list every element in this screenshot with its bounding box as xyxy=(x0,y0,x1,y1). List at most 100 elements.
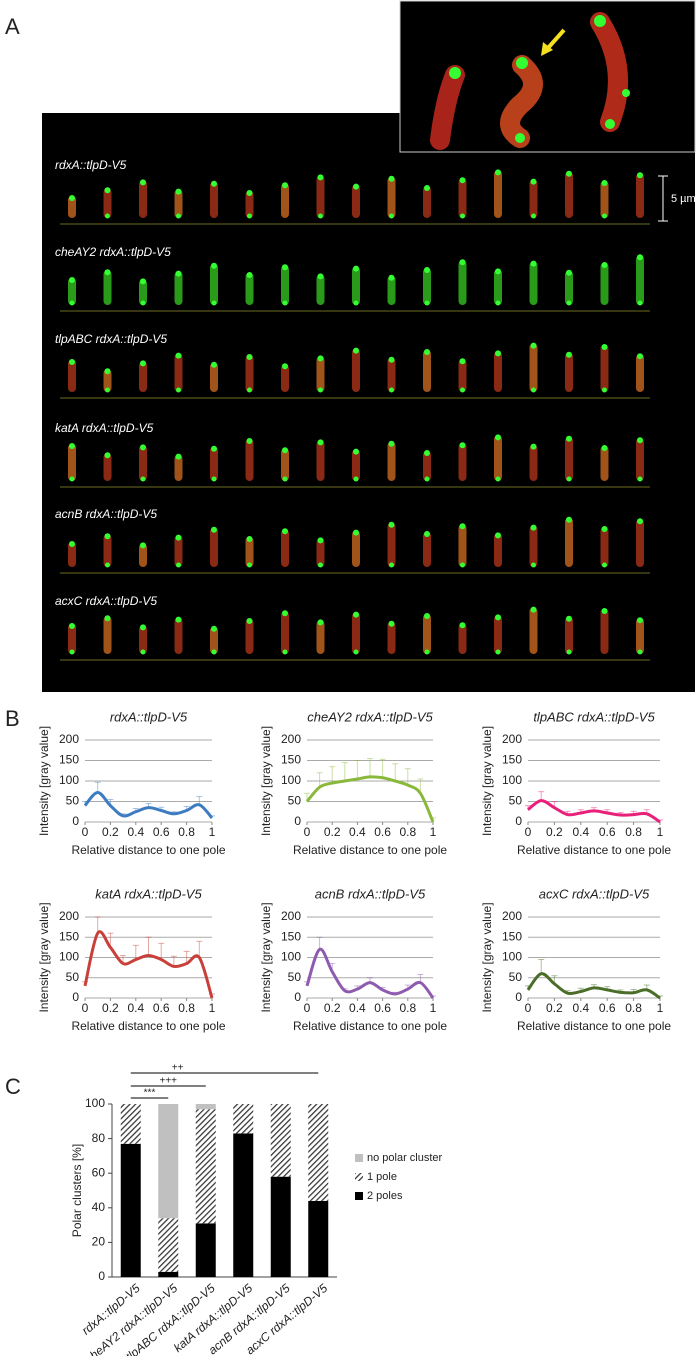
bar-segment xyxy=(308,1200,329,1277)
cell-pole xyxy=(637,617,643,624)
cell-pole xyxy=(176,562,181,568)
cell-pole xyxy=(495,350,501,357)
cell xyxy=(68,278,76,305)
y-tick-label: 200 xyxy=(281,732,301,746)
cell xyxy=(600,446,609,481)
cell xyxy=(600,345,609,392)
cell-pole xyxy=(140,476,146,482)
x-axis-title: Relative distance to one pole xyxy=(517,843,671,857)
cell-pole xyxy=(140,649,146,655)
cell xyxy=(494,269,502,305)
cell xyxy=(458,359,467,392)
bar-segment xyxy=(120,1104,141,1144)
cell xyxy=(636,354,644,392)
bar-segment xyxy=(308,1104,329,1201)
cell-pole xyxy=(530,606,537,613)
x-tick-label: 1 xyxy=(430,1001,437,1015)
cell-row xyxy=(68,342,644,393)
y-tick-label: 100 xyxy=(59,773,79,787)
cell xyxy=(458,260,467,305)
cell xyxy=(352,449,360,481)
cell-pole xyxy=(495,649,501,655)
cell-pole xyxy=(353,300,359,306)
cell-pole xyxy=(104,368,111,375)
cell xyxy=(245,273,254,305)
cell-pole xyxy=(318,562,323,568)
y-tick-label: 0 xyxy=(98,1269,105,1283)
cell xyxy=(600,527,609,567)
cell xyxy=(139,625,147,654)
x-tick-label: 1 xyxy=(430,825,437,839)
x-axis-title: Relative distance to one pole xyxy=(293,843,447,857)
cell-pole xyxy=(317,273,324,280)
cell-pole xyxy=(495,476,501,482)
strain-label: acnB rdxA::tlpD-V5 xyxy=(55,507,157,521)
cell-pole xyxy=(317,537,324,544)
cell xyxy=(316,440,325,481)
cell-pole xyxy=(140,300,146,306)
x-tick-label: 0.6 xyxy=(153,825,170,839)
cell-pole xyxy=(282,528,288,535)
chart-title: cheAY2 rdxA::tlpD-V5 xyxy=(307,709,433,724)
cell-pole xyxy=(246,190,253,196)
cell-row xyxy=(68,606,644,655)
cell-pole xyxy=(566,615,572,622)
bar-segment xyxy=(233,1104,254,1134)
y-tick-label: 0 xyxy=(515,814,522,828)
x-tick-label: 0 xyxy=(304,1001,311,1015)
cell xyxy=(103,534,112,567)
cell-pole xyxy=(388,175,395,182)
x-tick-label: 0 xyxy=(82,825,89,839)
cell-pole xyxy=(247,562,252,568)
cell xyxy=(352,184,360,218)
cell-pole xyxy=(637,353,643,360)
x-tick-label: 0.8 xyxy=(625,1001,642,1015)
y-tick-label: 40 xyxy=(92,1200,106,1214)
cell xyxy=(245,537,254,567)
cell-pole xyxy=(282,182,288,189)
y-tick-label: 150 xyxy=(281,929,301,943)
cell-pole xyxy=(566,269,572,276)
y-axis-title: Intensity [gray value] xyxy=(37,902,51,1012)
cell xyxy=(565,270,573,305)
x-axis-title: Relative distance to one pole xyxy=(71,1019,225,1033)
legend-label: no polar cluster xyxy=(367,1152,443,1164)
y-tick-label: 0 xyxy=(294,990,301,1004)
cell xyxy=(458,443,467,481)
x-tick-label: 0.4 xyxy=(349,825,366,839)
x-tick-label: 0.6 xyxy=(374,825,391,839)
cell-pole xyxy=(424,267,430,273)
cell xyxy=(352,266,360,305)
cell-pole xyxy=(601,262,608,268)
cell xyxy=(423,532,431,567)
cell-pole xyxy=(389,213,394,219)
line xyxy=(305,775,435,823)
cell-pole xyxy=(211,526,217,533)
cell-pole xyxy=(388,440,395,447)
y-axis-title: Intensity [gray value] xyxy=(480,902,494,1012)
line xyxy=(527,799,661,824)
cell-pole xyxy=(602,213,607,219)
cell-pole xyxy=(140,278,146,285)
cell-pole xyxy=(531,213,536,219)
cell xyxy=(529,444,538,481)
cell-pole xyxy=(459,622,466,629)
x-tick-label: 1 xyxy=(657,825,664,839)
x-tick-label: 0.2 xyxy=(546,1001,563,1015)
x-tick-label: 0 xyxy=(525,1001,532,1015)
cell-pole xyxy=(353,476,359,482)
y-axis-title: Intensity [gray value] xyxy=(37,726,51,836)
y-tick-label: 0 xyxy=(294,814,301,828)
y-tick-label: 200 xyxy=(502,732,522,746)
cell-pole xyxy=(566,649,572,655)
cell xyxy=(281,364,289,392)
cell xyxy=(636,173,644,218)
cell-pole xyxy=(246,354,253,360)
cell-pole xyxy=(104,615,111,622)
y-tick-label: 200 xyxy=(502,909,522,923)
strain-label: cheAY2 rdxA::tlpD-V5 xyxy=(55,245,171,259)
cell xyxy=(636,618,644,654)
cell xyxy=(600,609,609,654)
bar-segment xyxy=(270,1176,291,1277)
cell-pole xyxy=(211,262,217,269)
